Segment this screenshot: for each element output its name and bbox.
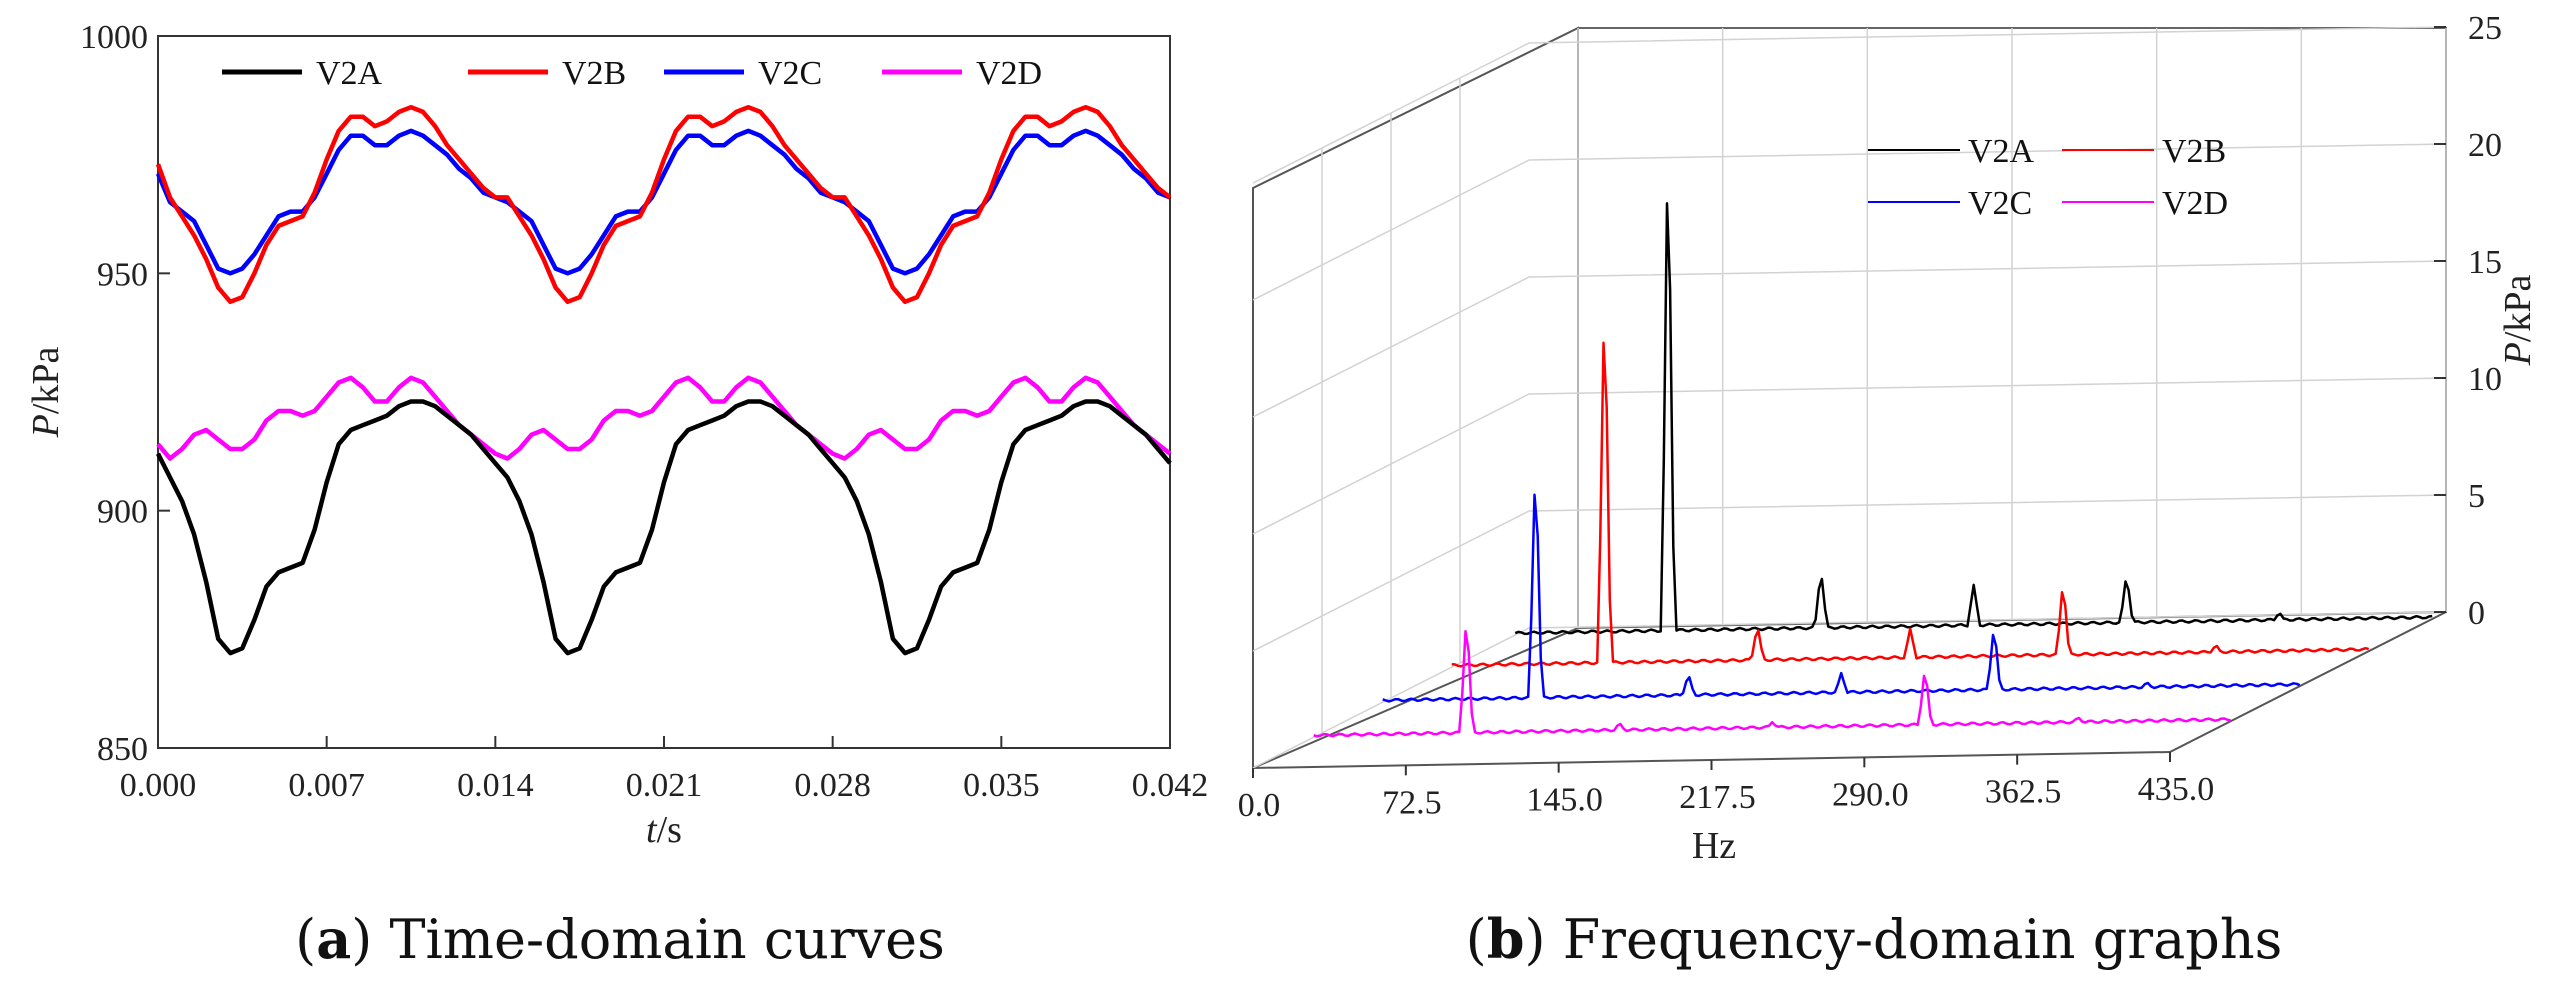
frequency-x-axis-title: Hz <box>1692 825 1736 867</box>
z-tick-label: 15 <box>2468 244 2502 281</box>
z-tick-label: 10 <box>2468 361 2502 398</box>
x-tick-label: 0.0 <box>1238 787 1281 824</box>
z-tick-label: 20 <box>2468 127 2502 164</box>
legend-label-v2d: V2D <box>2162 185 2228 222</box>
x-tick-label: 0.021 <box>626 767 703 804</box>
series-line-v2a <box>155 399 1172 656</box>
time-domain-legend: V2A V2B V2C V2D <box>222 55 1042 92</box>
legend-label-v2a: V2A <box>1968 133 2035 170</box>
z-tick-label: 0 <box>2468 595 2485 632</box>
z-gridline <box>1252 26 2447 184</box>
x-tick-label: 145.0 <box>1526 782 1603 819</box>
frequency-z-axis-title: P/kPa <box>2497 274 2539 366</box>
spectrum-line-v2a <box>1514 202 2433 636</box>
legend-label-v2d: V2D <box>976 55 1042 92</box>
z-gridline <box>1252 143 2447 301</box>
frequency-series <box>1313 202 2433 738</box>
z-tick-label: 25 <box>2468 10 2502 47</box>
legend-label-v2c: V2C <box>758 55 822 92</box>
series-line-v2b <box>155 104 1172 305</box>
series-line-v2c <box>155 128 1171 276</box>
z-gridline <box>1252 611 2447 769</box>
y-tick-label: 1000 <box>80 19 148 56</box>
time-domain-x-axis-title: t/s <box>646 809 682 851</box>
y-tick-label: 950 <box>97 256 148 293</box>
legend-label-v2c: V2C <box>1968 185 2032 222</box>
time-domain-series <box>155 104 1172 656</box>
x-tick-label: 0.035 <box>963 767 1040 804</box>
frequency-grid <box>1252 26 2447 769</box>
spectrum-line-v2c <box>1382 493 2301 703</box>
y-tick-label: 900 <box>97 494 148 531</box>
frequency-domain-panel: 0.0 72.5 145.0 217.5 290.0 362.5 435.0 0 5 10 15 20… <box>1238 10 2539 971</box>
x-tick-label: 72.5 <box>1382 784 1442 821</box>
z-tick-label: 5 <box>2468 478 2485 515</box>
frequency-domain-caption: (b) Frequency-domain graphs <box>1466 907 2283 971</box>
time-domain-y-axis-title: P/kPa <box>25 346 67 438</box>
x-tick-label: 0.014 <box>457 767 534 804</box>
time-domain-caption: (a) Time-domain curves <box>295 907 945 971</box>
x-tick-label: 0.042 <box>1132 767 1209 804</box>
z-gridline <box>1252 377 2447 535</box>
floor-front-edge <box>2169 611 2447 753</box>
x-tick-label: 290.0 <box>1832 776 1909 813</box>
x-tick-label: 0.000 <box>120 767 197 804</box>
z-gridline <box>1252 494 2447 652</box>
y-tick-label: 850 <box>97 731 148 768</box>
z-gridline <box>1252 260 2447 418</box>
x-tick-label: 362.5 <box>1985 774 2062 811</box>
frequency-ticks: 0.0 72.5 145.0 217.5 290.0 362.5 435.0 0 5 10 15 20… <box>1238 10 2502 824</box>
time-domain-ticks: 0.000 0.007 0.014 0.021 0.028 0.035 0.042 850 90… <box>80 19 1208 804</box>
x-tick-label: 217.5 <box>1679 779 1756 816</box>
legend-label-v2a: V2A <box>316 55 383 92</box>
x-tick-label: 435.0 <box>2138 771 2215 808</box>
series-line-v2d <box>156 375 1172 461</box>
spectrum-line-v2b <box>1451 341 2370 668</box>
x-tick-label: 0.028 <box>794 767 871 804</box>
x-tick-label: 0.007 <box>288 767 365 804</box>
legend-label-v2b: V2B <box>2162 133 2226 170</box>
legend-label-v2b: V2B <box>562 55 626 92</box>
frequency-legend: V2A V2B V2C V2D <box>1868 133 2228 222</box>
spectrum-line-v2d <box>1313 629 2231 738</box>
time-domain-panel: 0.000 0.007 0.014 0.021 0.028 0.035 0.042 850 90… <box>25 19 1208 971</box>
